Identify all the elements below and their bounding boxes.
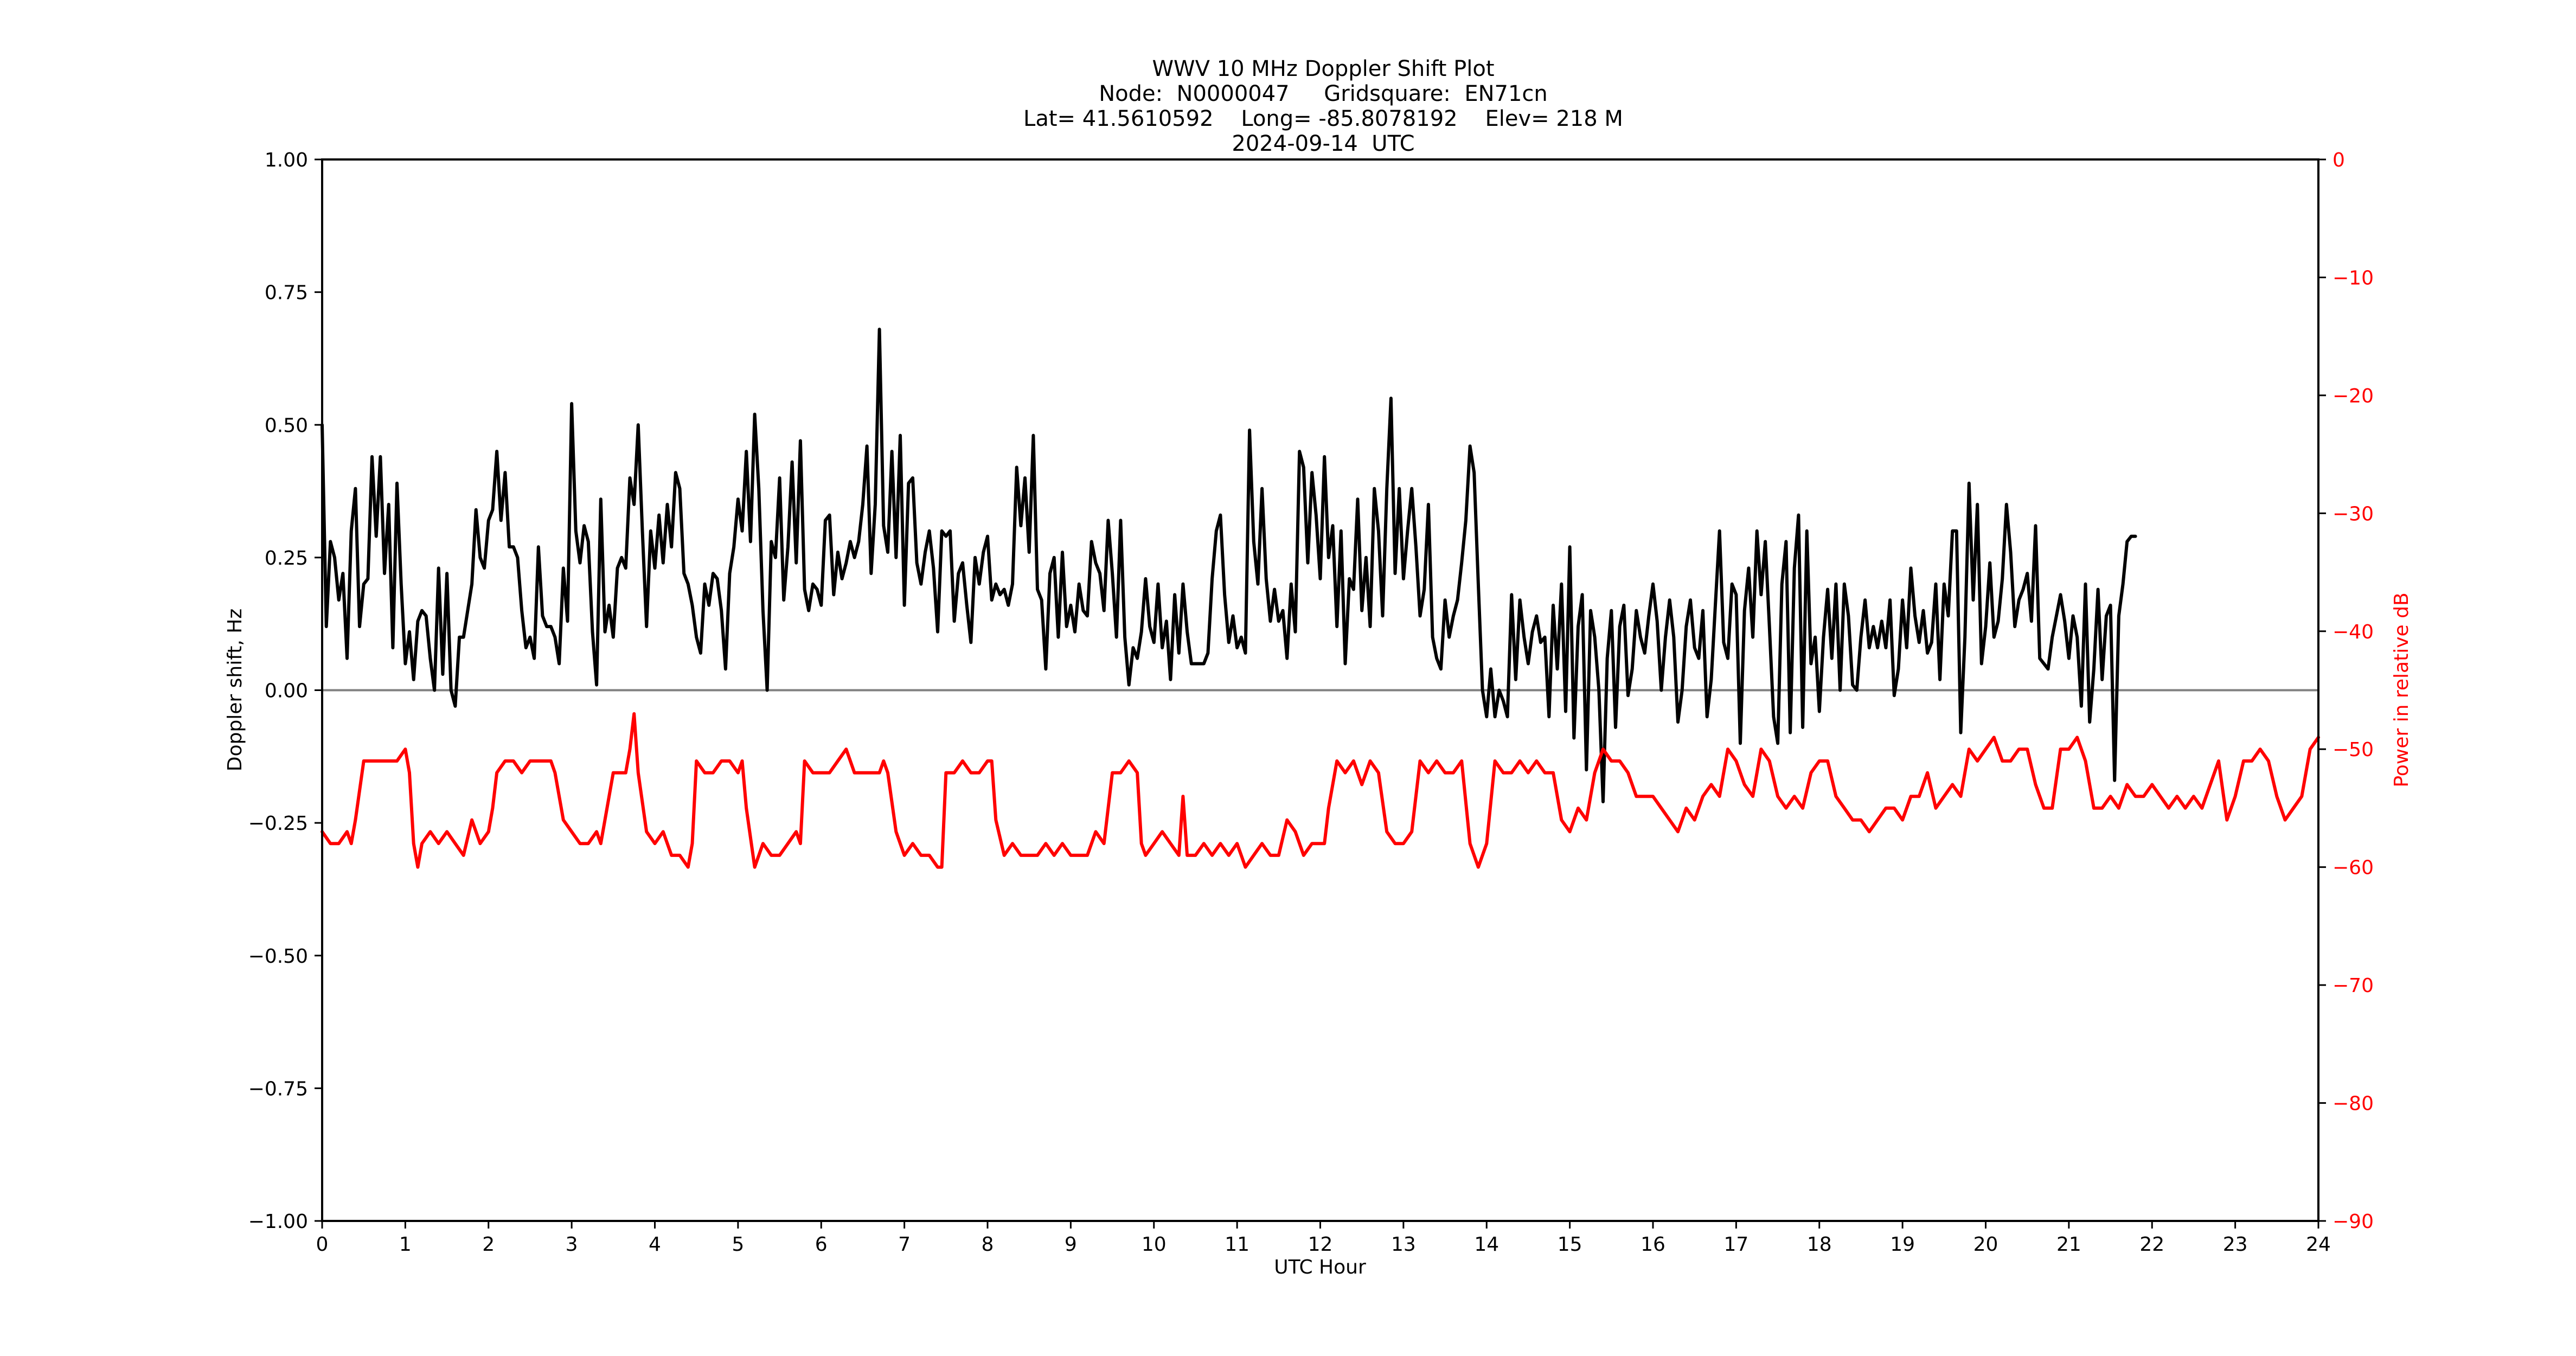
y-tick-label: −0.50	[248, 945, 308, 968]
x-tick-label: 22	[2139, 1233, 2164, 1256]
chart-subtitle-node: Node: N0000047 Gridsquare: EN71cn	[1099, 81, 1548, 106]
y-axis-right-ticks: 0 −10 −20 −30 −40 −50 −60 −70 −80 −90	[2318, 149, 2374, 1233]
chart-subtitle-date: 2024-09-14 UTC	[1232, 131, 1414, 156]
y-tick-label: 0.25	[265, 547, 308, 570]
x-tick-label: 8	[982, 1233, 994, 1256]
x-tick-label: 5	[732, 1233, 744, 1256]
y2-tick-label: −30	[2333, 503, 2374, 525]
x-tick-label: 4	[649, 1233, 661, 1256]
x-tick-label: 7	[898, 1233, 911, 1256]
x-tick-label: 2	[482, 1233, 495, 1256]
y-axis-left-label: Doppler shift, Hz	[224, 609, 246, 771]
x-tick-label: 9	[1065, 1233, 1077, 1256]
x-tick-label: 19	[1890, 1233, 1915, 1256]
y-tick-label: −0.75	[248, 1078, 308, 1100]
y-axis-left-ticks: 1.00 0.75 0.50 0.25 0.00 −0.25 −0.50 −0.75 −1.00	[248, 149, 322, 1233]
y2-tick-label: −10	[2333, 267, 2374, 289]
power-series-line	[321, 712, 2320, 869]
x-tick-label: 15	[1558, 1233, 1582, 1256]
y-tick-label: −1.00	[248, 1211, 308, 1233]
x-tick-label: 18	[1807, 1233, 1832, 1256]
y2-tick-label: −70	[2333, 975, 2374, 997]
x-tick-label: 3	[566, 1233, 578, 1256]
y2-tick-label: −20	[2333, 385, 2374, 407]
x-tick-label: 0	[316, 1233, 329, 1256]
x-tick-label: 17	[1723, 1233, 1748, 1256]
y-tick-label: 0.75	[265, 282, 308, 304]
doppler-series-line	[321, 328, 2137, 803]
series-layer	[321, 328, 2320, 869]
x-tick-label: 14	[1474, 1233, 1499, 1256]
y-tick-label: −0.25	[248, 813, 308, 835]
x-axis-ticks: 0 1 2 3 4 5 6 7 8 9 10 11 12 13 14 15 16 17 18 19 20 21 22 23 24	[316, 1221, 2331, 1256]
x-tick-label: 20	[1973, 1233, 1998, 1256]
x-tick-label: 10	[1142, 1233, 1167, 1256]
x-tick-label: 1	[399, 1233, 412, 1256]
x-tick-label: 21	[2056, 1233, 2081, 1256]
x-tick-label: 24	[2306, 1233, 2331, 1256]
y-tick-label: 1.00	[265, 149, 308, 171]
y2-tick-label: 0	[2333, 149, 2345, 171]
y2-tick-label: −80	[2333, 1093, 2374, 1115]
y2-tick-label: −60	[2333, 857, 2374, 879]
y-tick-label: 0.00	[265, 680, 308, 702]
chart-title: WWV 10 MHz Doppler Shift Plot	[1152, 56, 1494, 81]
y-axis-right-label: Power in relative dB	[2391, 592, 2413, 787]
y-tick-label: 0.50	[265, 414, 308, 437]
y2-tick-label: −40	[2333, 621, 2374, 643]
x-tick-label: 12	[1308, 1233, 1333, 1256]
x-tick-label: 23	[2223, 1233, 2248, 1256]
x-tick-label: 11	[1225, 1233, 1249, 1256]
x-axis-label: UTC Hour	[1274, 1256, 1366, 1278]
x-tick-label: 13	[1391, 1233, 1416, 1256]
y2-tick-label: −90	[2333, 1211, 2374, 1233]
x-tick-label: 16	[1641, 1233, 1665, 1256]
chart-subtitle-location: Lat= 41.5610592 Long= -85.8078192 Elev= …	[1023, 106, 1623, 131]
chart-title-block: WWV 10 MHz Doppler Shift Plot Node: N000…	[1023, 56, 1623, 156]
x-tick-label: 6	[815, 1233, 828, 1256]
y2-tick-label: −50	[2333, 739, 2374, 761]
